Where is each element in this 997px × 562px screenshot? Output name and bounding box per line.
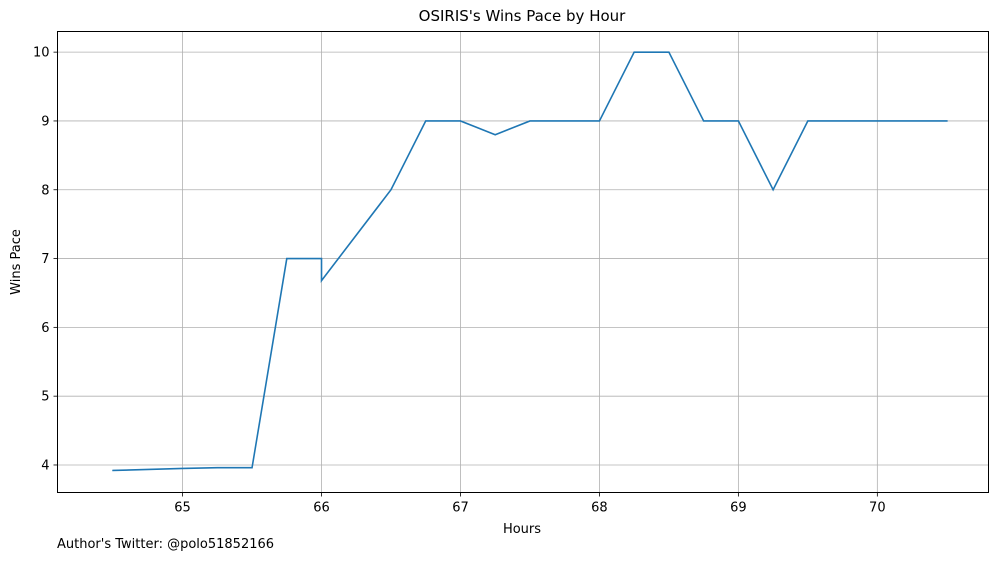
y-axis-label: Wins Pace <box>9 229 24 295</box>
series-line <box>112 51 948 472</box>
plot-frame <box>57 31 989 493</box>
grid-lines <box>57 31 989 493</box>
x-tick-label: 65 <box>174 501 191 516</box>
y-tick-label: 9 <box>41 114 49 129</box>
y-tick-label: 5 <box>41 390 49 405</box>
x-axis-label: Hours <box>503 522 541 537</box>
y-tick-label: 7 <box>41 252 49 267</box>
x-axis-ticks: 65 66 67 68 69 70 <box>174 492 886 516</box>
y-tick-label: 10 <box>33 46 50 61</box>
y-axis-ticks: 4 5 6 7 8 9 10 <box>33 46 58 473</box>
x-tick-label: 69 <box>730 501 747 516</box>
y-tick-label: 4 <box>41 458 49 473</box>
y-tick-label: 6 <box>41 321 49 336</box>
x-tick-label: 68 <box>591 501 608 516</box>
series-group <box>112 51 948 472</box>
y-tick-label: 8 <box>41 183 49 198</box>
x-tick-label: 67 <box>452 501 469 516</box>
x-tick-label: 66 <box>313 501 330 516</box>
x-tick-label: 70 <box>869 501 886 516</box>
author-credit: Author's Twitter: @polo51852166 <box>57 537 275 552</box>
chart-title: OSIRIS's Wins Pace by Hour <box>419 7 627 25</box>
